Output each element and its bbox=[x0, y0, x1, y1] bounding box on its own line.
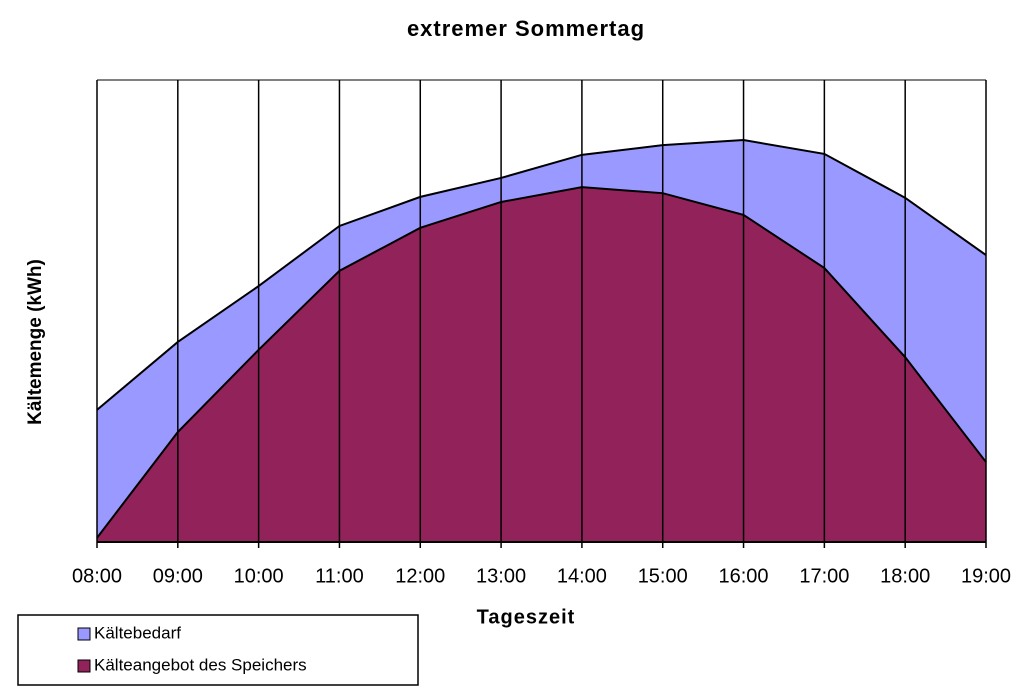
legend-label: Kältebedarf bbox=[94, 623, 181, 642]
x-tick-label: 11:00 bbox=[315, 565, 364, 587]
legend-label: Kälteangebot des Speichers bbox=[94, 655, 307, 674]
x-tick-label: 10:00 bbox=[234, 565, 284, 587]
line bbox=[96, 139, 987, 411]
y-axis-title: Kältemenge (kWh) bbox=[25, 259, 46, 425]
line bbox=[96, 186, 987, 539]
x-tick-label: 18:00 bbox=[880, 565, 930, 587]
legend-swatch bbox=[77, 659, 91, 673]
x-tick-label: 09:00 bbox=[153, 565, 203, 587]
x-tick-label: 19:00 bbox=[961, 565, 1011, 587]
x-tick-label: 13:00 bbox=[476, 565, 526, 587]
x-tick-label: 14:00 bbox=[557, 565, 607, 587]
x-tick-label: 12:00 bbox=[395, 565, 445, 587]
legend-swatch bbox=[77, 627, 91, 641]
x-tick-label: 16:00 bbox=[719, 565, 769, 587]
x-tick-label: 17:00 bbox=[799, 565, 849, 587]
x-tick-label: 08:00 bbox=[72, 565, 122, 587]
legend bbox=[17, 614, 419, 686]
chart-title: extremer Sommertag bbox=[407, 16, 645, 41]
x-axis-title: Tageszeit bbox=[477, 606, 576, 628]
area bbox=[97, 187, 986, 542]
x-tick-label: 15:00 bbox=[638, 565, 688, 587]
